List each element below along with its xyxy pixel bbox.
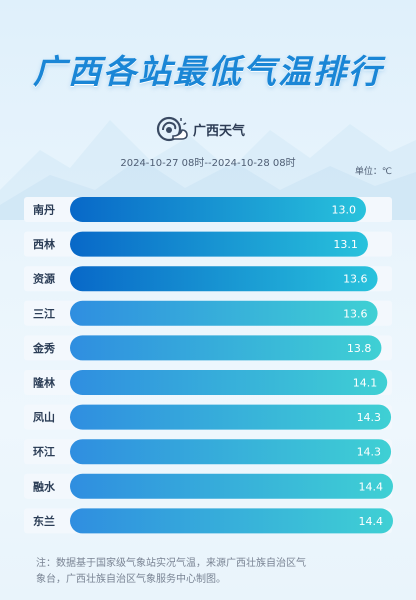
value-label: 14.4 [359, 515, 384, 528]
category-label: 环江 [33, 445, 55, 459]
bar [70, 266, 378, 292]
category-label: 隆林 [33, 376, 55, 390]
category-label: 西林 [33, 237, 55, 251]
value-label: 14.4 [359, 480, 384, 493]
footnote-line-1: 注：数据基于国家级气象站实况气温，来源广西壮族自治区气 [36, 558, 306, 569]
category-label: 东兰 [33, 514, 55, 528]
brand: 广西天气 [155, 113, 245, 145]
category-label: 凤山 [33, 410, 55, 424]
bar [70, 473, 393, 499]
value-label: 13.6 [343, 307, 368, 320]
category-label: 三江 [33, 306, 55, 320]
bar [70, 508, 393, 534]
bar [70, 335, 382, 361]
value-label: 14.1 [353, 377, 378, 390]
bar [70, 370, 388, 395]
value-label: 13.0 [332, 204, 357, 217]
page-title: 广西各站最低气温排行 [33, 52, 383, 91]
unit-label: 单位：℃ [354, 167, 392, 177]
date-range: 2024-10-27 08时--2024-10-28 08时 [120, 158, 296, 169]
weather-logo-icon [156, 116, 188, 142]
bar [70, 197, 366, 222]
category-label: 融水 [33, 479, 56, 493]
footnote-line-2: 象台，广西壮族自治区气象服务中心制图。 [36, 574, 226, 585]
value-label: 14.3 [357, 446, 382, 459]
footnote: 注：数据基于国家级气象站实况气温，来源广西壮族自治区气 象台，广西壮族自治区气象… [36, 556, 386, 588]
category-label: 金秀 [32, 341, 55, 355]
bar [70, 300, 378, 326]
brand-name: 广西天气 [193, 123, 246, 139]
value-label: 13.8 [347, 342, 372, 355]
value-label: 13.1 [333, 238, 358, 251]
value-label: 14.3 [357, 411, 382, 424]
bar [70, 439, 392, 465]
category-label: 南丹 [33, 203, 55, 217]
category-label: 资源 [33, 272, 55, 286]
bar [70, 231, 368, 257]
bar [70, 404, 392, 430]
value-label: 13.6 [343, 273, 368, 286]
